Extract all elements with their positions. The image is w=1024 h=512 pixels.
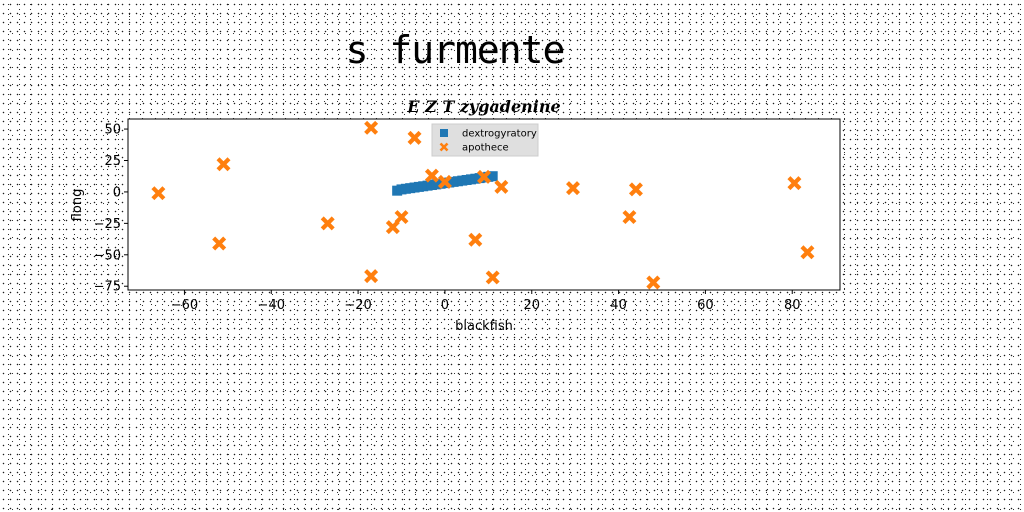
data-point bbox=[424, 168, 439, 183]
x-tick-label: −20 bbox=[344, 298, 371, 313]
data-point bbox=[485, 270, 500, 285]
data-point bbox=[494, 179, 509, 194]
x-tick-label: 80 bbox=[784, 298, 801, 313]
legend-box bbox=[431, 123, 539, 157]
data-point bbox=[216, 157, 231, 172]
x-tick-label: 0 bbox=[441, 298, 449, 313]
data-point bbox=[385, 220, 400, 235]
y-tick-label: 50 bbox=[104, 123, 121, 138]
data-point bbox=[212, 236, 227, 251]
data-point bbox=[364, 120, 379, 135]
y-tick-label: −25 bbox=[94, 217, 121, 232]
data-point bbox=[151, 186, 166, 201]
chart-title: E Z T zygadenine bbox=[406, 97, 560, 116]
data-point bbox=[437, 174, 452, 189]
series-layer bbox=[151, 120, 815, 290]
data-point bbox=[477, 169, 491, 184]
data-point bbox=[566, 181, 580, 196]
data-point bbox=[468, 232, 483, 247]
x-tick-label: −40 bbox=[258, 298, 285, 313]
data-point bbox=[622, 210, 637, 225]
data-point bbox=[394, 210, 409, 225]
data-point bbox=[628, 182, 643, 197]
x-tick-label: −60 bbox=[171, 298, 198, 313]
x-axis: −60 −40 −20 0 20 40 60 80 bbox=[171, 290, 801, 313]
data-point bbox=[800, 245, 815, 260]
legend-marker bbox=[440, 129, 448, 137]
x-axis-label: blackfish bbox=[455, 319, 513, 334]
data-point bbox=[364, 269, 379, 284]
x-tick-label: 20 bbox=[523, 298, 540, 313]
x-tick-label: 60 bbox=[697, 298, 714, 313]
y-axis: −75 −50 −25 0 25 50 bbox=[94, 123, 128, 295]
page-title: s furmente bbox=[345, 28, 566, 72]
data-point bbox=[787, 176, 802, 191]
y-axis-label: flong bbox=[70, 189, 85, 222]
series-apothece bbox=[151, 120, 815, 290]
legend: dextrogyratory apothece bbox=[431, 123, 539, 157]
legend-label: apothece bbox=[462, 143, 509, 154]
legend-label: dextrogyratory bbox=[462, 129, 537, 140]
data-point bbox=[487, 171, 498, 182]
y-tick-label: 0 bbox=[113, 185, 121, 200]
y-tick-label: −75 bbox=[94, 280, 121, 295]
y-tick-label: −50 bbox=[94, 248, 121, 263]
data-point bbox=[320, 216, 335, 231]
y-tick-label: 25 bbox=[104, 154, 121, 169]
data-point bbox=[646, 275, 661, 290]
legend-marker bbox=[439, 142, 449, 152]
data-point bbox=[407, 130, 422, 145]
x-tick-label: 40 bbox=[610, 298, 627, 313]
